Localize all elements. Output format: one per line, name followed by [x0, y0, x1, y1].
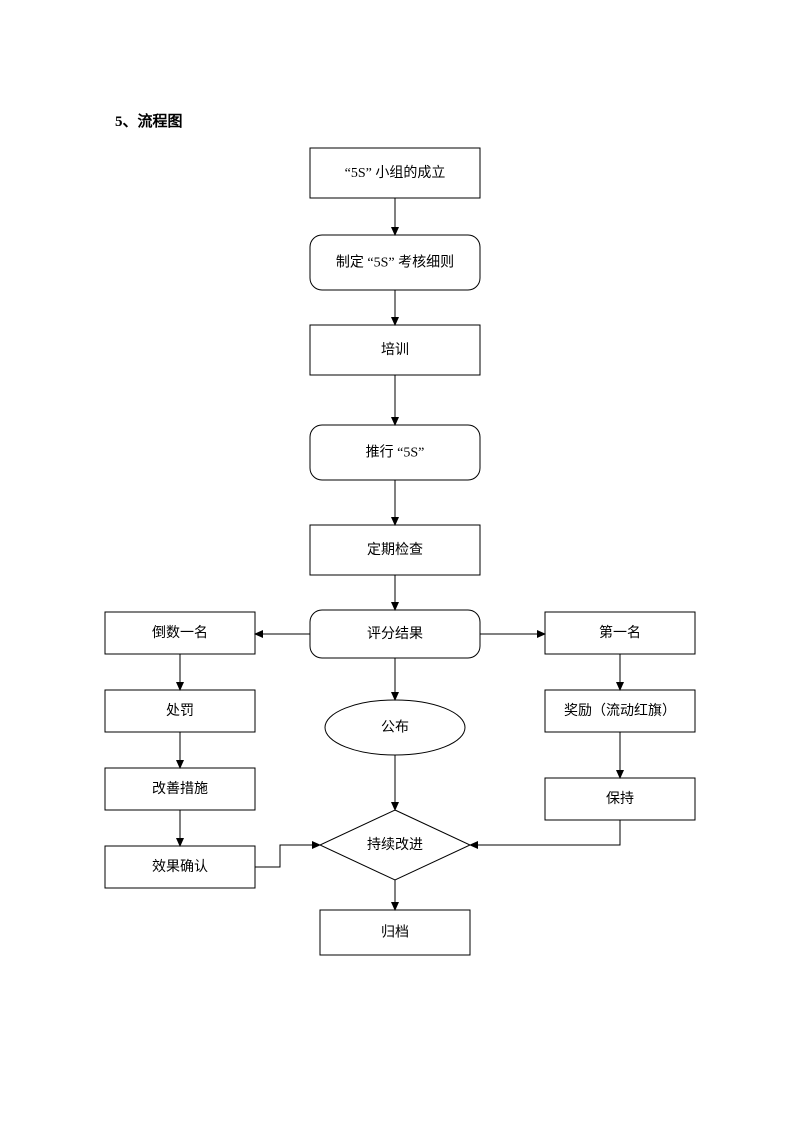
flow-node-label-l4: 效果确认 — [152, 859, 208, 875]
flow-node-label-n3: 培训 — [381, 342, 409, 358]
flow-node-label-l2: 处罚 — [166, 703, 194, 719]
flow-node-label-n8: 持续改进 — [367, 836, 423, 853]
flowchart-canvas: “5S” 小组的成立制定 “5S” 考核细则培训推行 “5S” 定期检查评分结果公… — [0, 0, 800, 1132]
flow-node-label-l1: 倒数一名 — [152, 625, 208, 641]
flow-edge — [255, 845, 320, 867]
flow-node-label-n1: “5S” 小组的成立 — [345, 165, 446, 181]
flow-node-label-r2: 奖励（流动红旗） — [564, 702, 676, 719]
flow-node-label-n9: 归档 — [381, 924, 409, 941]
flow-node-label-r3: 保持 — [606, 791, 634, 807]
flow-node-label-r1: 第一名 — [599, 624, 641, 641]
flow-node-label-n6: 评分结果 — [367, 626, 423, 642]
flow-node-label-l3: 改善措施 — [152, 781, 208, 797]
flow-node-label-n2: 制定 “5S” 考核细则 — [336, 255, 454, 271]
flow-edge — [470, 820, 620, 845]
flow-node-label-n5: 定期检查 — [367, 542, 423, 558]
flow-node-label-n4: 推行 “5S” — [366, 445, 425, 461]
flow-node-label-n7: 公布 — [381, 720, 409, 736]
